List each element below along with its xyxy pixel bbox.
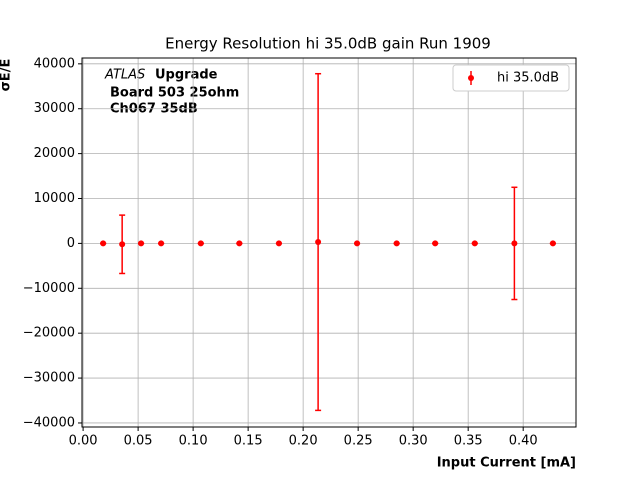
data-point	[393, 240, 400, 247]
data-point	[354, 240, 361, 247]
data-point	[100, 240, 107, 247]
chart-title: Energy Resolution hi 35.0dB gain Run 190…	[165, 35, 491, 53]
data-point	[236, 240, 243, 247]
legend-box	[452, 64, 570, 92]
legend-label: hi 35.0dB	[497, 71, 559, 86]
data-point	[471, 240, 478, 247]
data-point	[138, 240, 145, 247]
data-point	[432, 240, 439, 247]
data-point	[197, 240, 204, 247]
y-tick-label: −10000	[23, 281, 75, 296]
y-tick-label: −20000	[23, 326, 75, 341]
annotation-line: Board 503 25ohm	[110, 86, 239, 101]
y-tick-label: 40000	[34, 56, 75, 71]
y-tick-label: −30000	[23, 371, 75, 386]
y-tick-label: 20000	[34, 146, 75, 161]
y-tick-label: −40000	[23, 415, 75, 430]
y-axis-label: σE/E	[0, 59, 14, 92]
experiment-label: ATLAS	[104, 68, 145, 83]
plot-frame	[81, 57, 577, 428]
x-tick-label: 0.25	[344, 434, 373, 449]
data-point	[549, 240, 556, 247]
x-tick-label: 0.10	[179, 434, 208, 449]
x-tick-label: 0.30	[399, 434, 428, 449]
x-tick-label: 0.20	[289, 434, 318, 449]
x-tick-label: 0.40	[509, 434, 538, 449]
y-tick-label: 30000	[34, 101, 75, 116]
data-point	[275, 240, 282, 247]
x-tick-label: 0.15	[234, 434, 263, 449]
x-axis-label: Input Current [mA]	[437, 456, 576, 471]
data-point	[315, 239, 322, 246]
data-point	[158, 240, 165, 247]
y-tick-label: 10000	[34, 191, 75, 206]
x-tick-label: 0.00	[69, 434, 98, 449]
x-tick-label: 0.35	[454, 434, 483, 449]
status-label: Upgrade	[155, 68, 218, 83]
data-point	[119, 241, 126, 248]
legend-swatch	[468, 75, 474, 81]
data-point	[511, 240, 518, 247]
x-tick-label: 0.05	[124, 434, 153, 449]
y-tick-label: 0	[67, 236, 75, 251]
